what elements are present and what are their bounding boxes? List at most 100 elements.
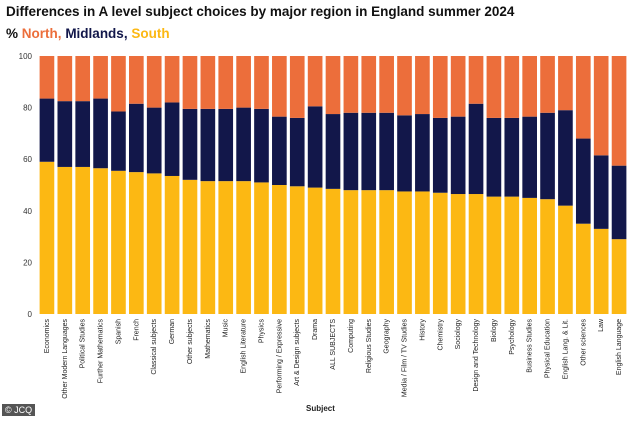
bar-segment-midlands <box>343 112 359 191</box>
x-category-label: Other Modern Languages <box>62 319 69 399</box>
x-category-label: Music <box>223 319 230 338</box>
bar-segment-midlands <box>486 117 502 197</box>
x-category-label: Law <box>598 318 605 332</box>
y-tick-label: 40 <box>23 207 32 216</box>
bar-segment-north <box>397 56 412 116</box>
bar-segment-north <box>325 56 341 115</box>
bar-segment-south <box>432 192 448 314</box>
bar-segment-midlands <box>218 108 234 182</box>
x-category-label: Computing <box>348 319 355 353</box>
bar-segment-north <box>522 56 537 117</box>
bar-segment-midlands <box>200 108 216 182</box>
x-category-label: English Language <box>616 319 623 375</box>
bar-segment-midlands <box>111 111 126 171</box>
bar-segment-south <box>575 223 591 314</box>
bar-segment-south <box>611 239 627 314</box>
x-category-label: English Lang. & Lit. <box>562 319 569 379</box>
x-category-label: Chemistry <box>437 319 444 351</box>
bar-segment-north <box>236 56 251 108</box>
bar-segment-midlands <box>75 101 91 167</box>
bar-segment-midlands <box>611 165 627 240</box>
bar-segment-south <box>397 191 412 314</box>
legend-south: South <box>131 26 170 41</box>
bar-segment-midlands <box>164 102 180 176</box>
y-axis: 0 20 40 60 80 100 <box>19 52 33 319</box>
bar-segment-south <box>307 187 323 314</box>
bar-segment-north <box>593 56 609 156</box>
bar-segment-north <box>289 56 305 118</box>
legend-north: North <box>21 26 58 41</box>
bar-segment-midlands <box>432 117 448 193</box>
x-category-label: History <box>419 319 426 341</box>
bar-segment-midlands <box>146 107 162 174</box>
x-category-label: Physics <box>258 319 265 344</box>
bar-segment-midlands <box>272 116 287 185</box>
x-category-label: Physical Education <box>545 319 552 378</box>
bar-segment-north <box>254 56 269 109</box>
x-category-label: ALL SUBJECTS <box>330 319 337 370</box>
bar-segment-north <box>75 56 91 102</box>
x-category-label: Economics <box>44 319 51 354</box>
legend-prefix: % <box>6 26 19 41</box>
bar-segment-north <box>164 56 180 103</box>
bar-segment-midlands <box>39 98 55 162</box>
x-category-label: Religious Studies <box>366 319 373 374</box>
bar-segment-midlands <box>93 98 108 169</box>
bar-segment-south <box>218 181 234 314</box>
legend-sep-2: , <box>123 26 128 41</box>
x-category-label: Biology <box>491 319 498 342</box>
x-category-label: Media / Film / TV Studies <box>402 319 409 398</box>
x-category-label: Mathematics <box>205 319 212 359</box>
bar-segment-midlands <box>540 112 555 200</box>
bar-segment-midlands <box>236 107 251 182</box>
x-category-label: Drama <box>312 319 319 340</box>
bar-segment-south <box>540 199 555 314</box>
bar-segment-south <box>486 196 502 314</box>
bar-segment-north <box>486 56 502 118</box>
x-category-label: Art & Design subjects <box>294 319 301 386</box>
bar-segment-south <box>39 161 55 314</box>
bar-segment-south <box>361 190 377 314</box>
x-category-label: Further Mathematics <box>98 319 105 384</box>
bar-segment-south <box>146 173 162 314</box>
bar-segment-south <box>129 172 144 314</box>
legend: % North, Midlands, South <box>6 26 170 41</box>
x-axis-label: Subject <box>306 404 335 413</box>
bar-segment-north <box>540 56 555 113</box>
bar-segment-north <box>57 56 73 102</box>
bar-segment-midlands <box>450 116 466 195</box>
bar-segment-south <box>450 194 466 314</box>
bar-segment-midlands <box>575 138 591 224</box>
bar-segment-south <box>504 196 520 314</box>
bar-segment-south <box>325 188 341 314</box>
bar-segment-north <box>379 56 394 113</box>
bar-segment-midlands <box>397 115 412 192</box>
x-axis-categories: Economics Other Modern Languages Political… <box>44 318 623 399</box>
x-category-label: Spanish <box>115 319 122 344</box>
bar-segment-north <box>146 56 162 108</box>
x-category-label: Other subjects <box>187 319 194 365</box>
credit-badge: © JCQ <box>2 404 36 416</box>
bar-segment-north <box>343 56 359 113</box>
bar-segment-north <box>432 56 448 118</box>
bar-segment-south <box>75 166 91 314</box>
y-tick-label: 60 <box>23 155 32 164</box>
bar-segment-midlands <box>361 112 377 191</box>
x-category-label: Political Studies <box>80 319 87 369</box>
bar-segment-south <box>164 175 180 314</box>
bar-segment-north <box>39 56 55 99</box>
legend-sep-1: , <box>57 26 62 41</box>
bar-segment-midlands <box>415 114 430 192</box>
bar-segment-north <box>93 56 108 99</box>
bar-segment-north <box>415 56 430 115</box>
legend-midlands: Midlands <box>65 26 124 41</box>
y-tick-label: 80 <box>23 104 32 113</box>
y-tick-label: 20 <box>23 258 32 267</box>
bar-segment-midlands <box>558 110 573 206</box>
bars <box>39 56 627 314</box>
bar-segment-midlands <box>129 103 144 173</box>
bar-segment-south <box>93 168 108 314</box>
bar-segment-north <box>468 56 484 104</box>
bar-segment-south <box>415 191 430 314</box>
